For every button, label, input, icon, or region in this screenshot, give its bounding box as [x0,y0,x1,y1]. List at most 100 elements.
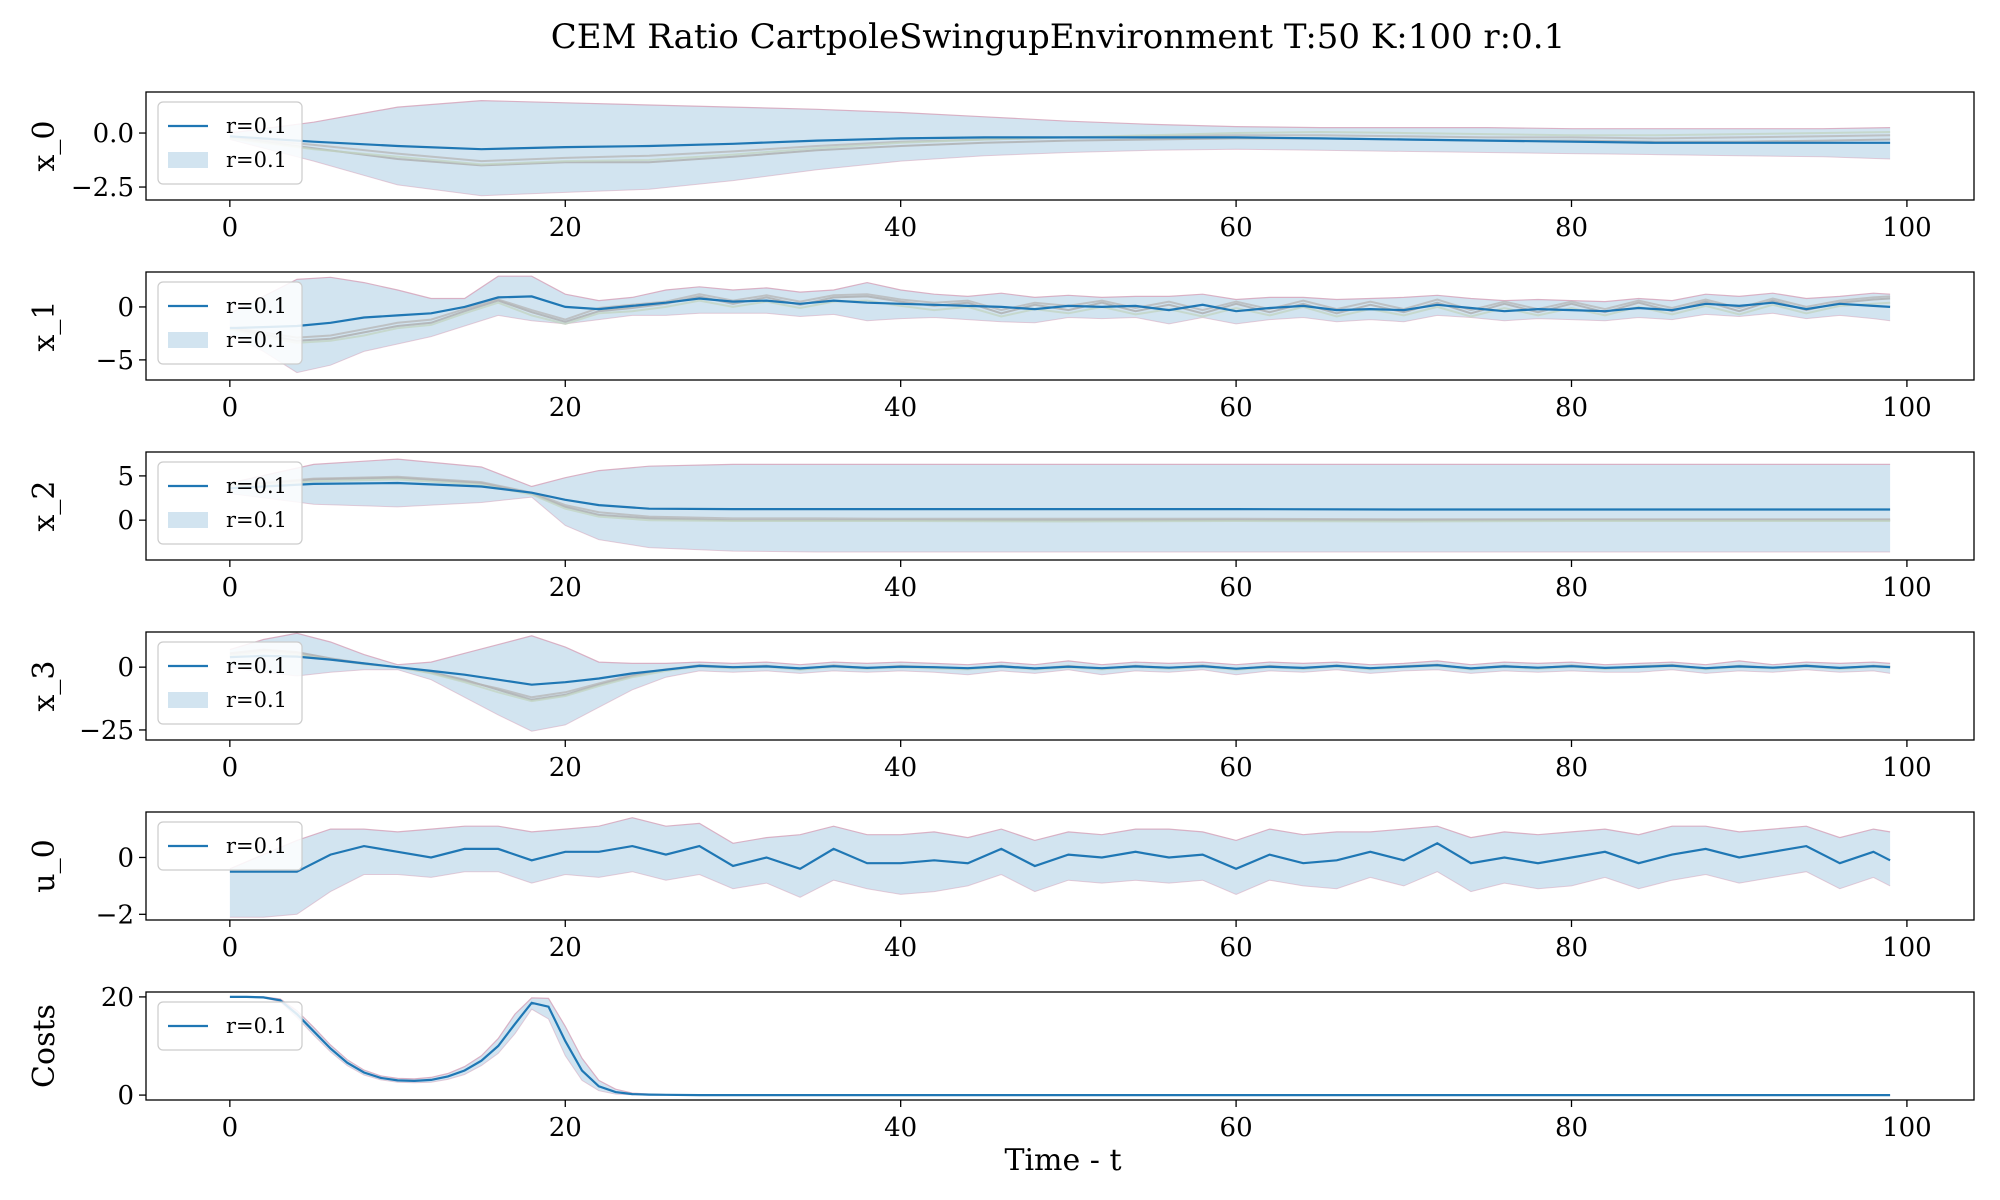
x-tick-label: 100 [1882,753,1932,783]
x-tick-label: 80 [1555,933,1588,963]
plot-area [229,632,1891,732]
legend-box [157,101,303,185]
mean-line [229,995,1891,1097]
x-tick-label: 40 [884,933,917,963]
legend-box [157,1001,303,1051]
band-lower-edge [229,139,1891,197]
legend-label: r=0.1 [226,474,287,498]
x-tick-label: 40 [884,753,917,783]
x-tick-label: 100 [1882,573,1932,603]
band-lower-edge [229,493,1891,553]
legend-box [157,641,303,725]
confidence-band [229,996,1891,1096]
band-upper-edge [229,817,1891,870]
legend-label: r=0.1 [226,148,287,172]
sample-trace-line [229,295,1891,342]
legend-box [157,821,303,871]
legend-box [157,281,303,365]
axes-frame [145,991,1975,1101]
legend-label: r=0.1 [226,114,287,138]
x-tick-label: 40 [884,1113,917,1143]
y-tick-label: −5 [96,346,134,376]
x-tick-label: 0 [222,753,239,783]
x-tick-label: 0 [222,933,239,963]
axes-frame [145,271,1975,381]
band-lower-edge [229,666,1891,732]
sample-trace-line [229,475,1891,521]
confidence-band [229,276,1891,373]
x-tick-label: 0 [222,213,239,243]
plot-area [229,275,1891,374]
x-tick-label: 20 [549,933,582,963]
band-upper-edge [229,632,1891,666]
y-tick-label: −25 [79,716,134,746]
mean-line [229,135,1891,151]
x-tick-label: 40 [884,393,917,423]
band-lower-edge [229,871,1891,918]
x-tick-label: 60 [1220,573,1253,603]
x-tick-label: 20 [549,1113,582,1143]
mean-line [229,842,1891,873]
band-lower-edge [229,312,1891,374]
x-tick-label: 20 [549,573,582,603]
legend-label: r=0.1 [226,328,287,352]
x-tick-label: 80 [1555,1113,1588,1143]
x-tick-label: 100 [1882,213,1932,243]
confidence-band [229,459,1891,552]
x-tick-label: 20 [549,753,582,783]
x-tick-label: 60 [1220,213,1253,243]
legend-band-swatch [168,692,208,708]
y-tick-label: 20 [101,983,134,1013]
y-tick-label: −2.5 [71,173,134,203]
x-tick-label: 0 [222,1113,239,1143]
subplot-x-2: 0 20 40 60 80 100 5 0 x_2 r=0.1 r=0.1 [27,451,1975,603]
y-axis-label: u_0 [27,839,62,892]
confidence-band [229,100,1891,196]
axes-frame [145,91,1975,201]
legend-label: r=0.1 [226,654,287,678]
x-tick-label: 80 [1555,393,1588,423]
confidence-band [229,817,1891,918]
mean-line [229,295,1891,330]
x-tick-label: 0 [222,393,239,423]
y-tick-label: 0 [117,293,134,323]
y-axis-label: x_2 [27,480,62,531]
y-tick-label: 0 [117,506,134,536]
subplot-u-0: 0 20 40 60 80 100 0 −2 u_0 r=0.1 [27,811,1975,963]
figure-title: CEM Ratio CartpoleSwingupEnvironment T:5… [551,17,1565,57]
legend-label: r=0.1 [226,1014,287,1038]
subplot-x-3: 0 20 40 60 80 100 0 −25 x_3 r=0.1 r=0.1 [27,631,1975,783]
y-tick-label: 5 [117,462,134,492]
mean-line [229,654,1891,686]
legend-band-swatch [168,512,208,528]
x-tick-label: 60 [1220,933,1253,963]
legend-box [157,461,303,545]
x-tick-label: 60 [1220,753,1253,783]
plot-area [229,995,1891,1097]
x-tick-label: 100 [1882,1113,1932,1143]
axes-frame [145,811,1975,921]
x-tick-label: 0 [222,573,239,603]
x-tick-label: 40 [884,573,917,603]
subplot-x-0: 0 20 40 60 80 100 0.0 −2.5 x_0 r=0.1 r=0.1 [27,91,1975,243]
legend-band-swatch [168,152,208,168]
x-tick-label: 40 [884,213,917,243]
axes-frame [145,631,1975,741]
legend-band-swatch [168,332,208,348]
x-axis-label: Time - t [1004,1143,1121,1178]
mean-line [229,481,1891,511]
plot-area [229,99,1891,197]
y-axis-label: x_0 [27,120,62,171]
legend-label: r=0.1 [226,688,287,712]
x-tick-label: 60 [1220,1113,1253,1143]
subplot-costs: 0 20 40 60 80 100 20 0 Costs r=0.1 [27,983,1975,1143]
x-tick-label: 80 [1555,573,1588,603]
x-tick-label: 100 [1882,393,1932,423]
x-tick-label: 20 [549,393,582,423]
x-tick-label: 80 [1555,753,1588,783]
y-tick-label: 0.0 [93,119,134,149]
plot-area [229,817,1891,918]
y-axis-label: x_1 [27,300,62,351]
y-tick-label: 0 [117,1081,134,1111]
